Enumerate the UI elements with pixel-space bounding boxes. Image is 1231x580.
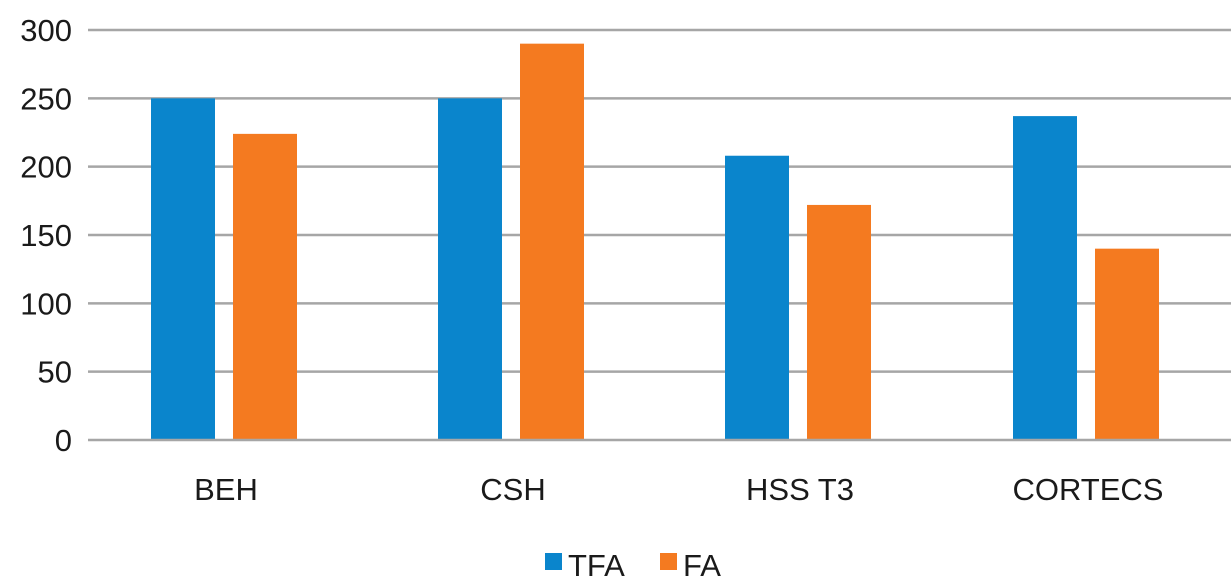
y-tick-label: 150	[20, 218, 72, 253]
x-category-label: CSH	[480, 472, 545, 507]
y-tick-label: 100	[20, 286, 72, 321]
y-axis-ticks: 0 50 100 150 200 250 300	[20, 13, 72, 458]
legend: TFA FA	[545, 548, 721, 580]
y-tick-label: 0	[55, 423, 72, 458]
bar-fa-cortecs	[1095, 248, 1159, 440]
y-tick-label: 250	[20, 81, 72, 116]
legend-label-fa: FA	[683, 548, 721, 580]
x-category-label: HSS T3	[746, 472, 854, 507]
bar-tfa-beh	[151, 98, 215, 440]
bar-tfa-hss-t3	[725, 155, 789, 440]
legend-swatch-fa	[660, 553, 677, 570]
legend-label-tfa: TFA	[568, 548, 625, 580]
bars	[151, 43, 1159, 441]
bar-fa-csh	[520, 43, 584, 441]
bar-tfa-cortecs	[1013, 116, 1077, 440]
x-category-label: CORTECS	[1012, 472, 1163, 507]
y-tick-label: 50	[38, 355, 72, 390]
bar-fa-hss-t3	[807, 204, 871, 440]
bar-fa-beh	[233, 133, 297, 440]
y-tick-label: 200	[20, 150, 72, 185]
x-category-label: BEH	[194, 472, 258, 507]
y-tick-label: 300	[20, 13, 72, 48]
bar-tfa-csh	[438, 98, 502, 440]
legend-swatch-tfa	[545, 553, 562, 570]
x-axis-categories: BEH CSH HSS T3 CORTECS	[194, 472, 1163, 507]
